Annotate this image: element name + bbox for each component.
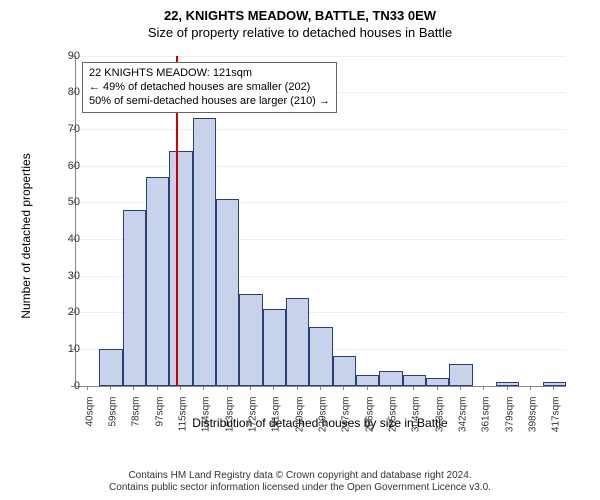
x-tick-label: 361sqm [481, 396, 492, 432]
y-tick-mark [71, 312, 75, 313]
footer-line-1: Contains HM Land Registry data © Crown c… [0, 470, 600, 482]
histogram-bar [193, 118, 216, 386]
x-tick-mark [483, 386, 484, 390]
x-tick-mark [553, 386, 554, 390]
x-tick-mark [227, 386, 228, 390]
x-tick-label: 210sqm [294, 396, 305, 432]
y-tick-mark [71, 276, 75, 277]
x-tick-label: 417sqm [551, 396, 562, 432]
histogram-bar [449, 364, 472, 386]
x-tick-label: 40sqm [84, 396, 95, 426]
x-tick-mark [110, 386, 111, 390]
histogram-bar [356, 375, 379, 386]
footer-line-2: Contains public sector information licen… [0, 482, 600, 494]
x-tick-mark [157, 386, 158, 390]
footer: Contains HM Land Registry data © Crown c… [0, 470, 600, 494]
histogram-bar [496, 382, 519, 386]
x-tick-label: 115sqm [178, 396, 189, 431]
x-tick-label: 379sqm [504, 396, 515, 432]
histogram-bar [333, 356, 356, 385]
x-tick-label: 78sqm [131, 396, 142, 426]
x-tick-mark [87, 386, 88, 390]
histogram-bar [123, 210, 146, 386]
histogram-bar [263, 309, 286, 386]
y-tick-mark [71, 56, 75, 57]
x-tick-label: 59sqm [108, 396, 119, 426]
gridline [76, 56, 566, 57]
page-title: 22, KNIGHTS MEADOW, BATTLE, TN33 0EW [0, 8, 600, 25]
histogram-bar [309, 327, 332, 386]
y-tick-mark [71, 129, 75, 130]
histogram-bar [169, 151, 192, 386]
gridline [76, 166, 566, 167]
x-tick-label: 398sqm [528, 396, 539, 432]
histogram-bar [379, 371, 402, 386]
x-tick-mark [507, 386, 508, 390]
x-tick-mark [297, 386, 298, 390]
x-tick-mark [250, 386, 251, 390]
x-tick-mark [460, 386, 461, 390]
y-tick-mark [71, 349, 75, 350]
x-tick-label: 304sqm [411, 396, 422, 432]
y-axis-title: Number of detached properties [19, 153, 33, 318]
plot-wrap: Number of detached properties 22 KNIGHTS… [20, 46, 580, 426]
x-tick-mark [367, 386, 368, 390]
x-tick-mark [133, 386, 134, 390]
x-tick-label: 172sqm [248, 396, 259, 432]
x-tick-label: 191sqm [271, 396, 282, 432]
annotation-line-3: 50% of semi-detached houses are larger (… [89, 94, 330, 108]
histogram-bar [146, 177, 169, 386]
x-tick-label: 266sqm [364, 396, 375, 432]
y-tick-mark [71, 239, 75, 240]
annotation-line-1: 22 KNIGHTS MEADOW: 121sqm [89, 66, 330, 80]
x-tick-label: 323sqm [434, 396, 445, 432]
histogram-bar [403, 375, 426, 386]
x-tick-mark [413, 386, 414, 390]
histogram-bar [239, 294, 262, 386]
histogram-bar [216, 199, 239, 386]
x-tick-mark [203, 386, 204, 390]
x-tick-mark [530, 386, 531, 390]
x-tick-label: 134sqm [201, 396, 212, 432]
gridline [76, 129, 566, 130]
page-subtitle: Size of property relative to detached ho… [0, 25, 600, 42]
x-tick-mark [320, 386, 321, 390]
x-tick-label: 97sqm [154, 396, 165, 426]
x-tick-label: 342sqm [458, 396, 469, 432]
x-tick-label: 285sqm [388, 396, 399, 432]
x-tick-mark [343, 386, 344, 390]
x-tick-label: 153sqm [224, 396, 235, 432]
y-tick-mark [71, 386, 75, 387]
annotation-line-2: ← 49% of detached houses are smaller (20… [89, 80, 330, 94]
x-tick-mark [437, 386, 438, 390]
histogram-bar [286, 298, 309, 386]
y-tick-mark [71, 166, 75, 167]
x-tick-mark [180, 386, 181, 390]
histogram-bar [99, 349, 122, 386]
x-tick-label: 229sqm [318, 396, 329, 432]
x-tick-mark [273, 386, 274, 390]
plot-area: 22 KNIGHTS MEADOW: 121sqm ← 49% of detac… [75, 56, 566, 387]
chart-container: 22, KNIGHTS MEADOW, BATTLE, TN33 0EW Siz… [0, 0, 600, 500]
histogram-bar [426, 378, 449, 385]
y-tick-mark [71, 92, 75, 93]
y-tick-mark [71, 202, 75, 203]
x-tick-label: 247sqm [341, 396, 352, 432]
x-tick-mark [390, 386, 391, 390]
annotation-box: 22 KNIGHTS MEADOW: 121sqm ← 49% of detac… [82, 62, 337, 113]
